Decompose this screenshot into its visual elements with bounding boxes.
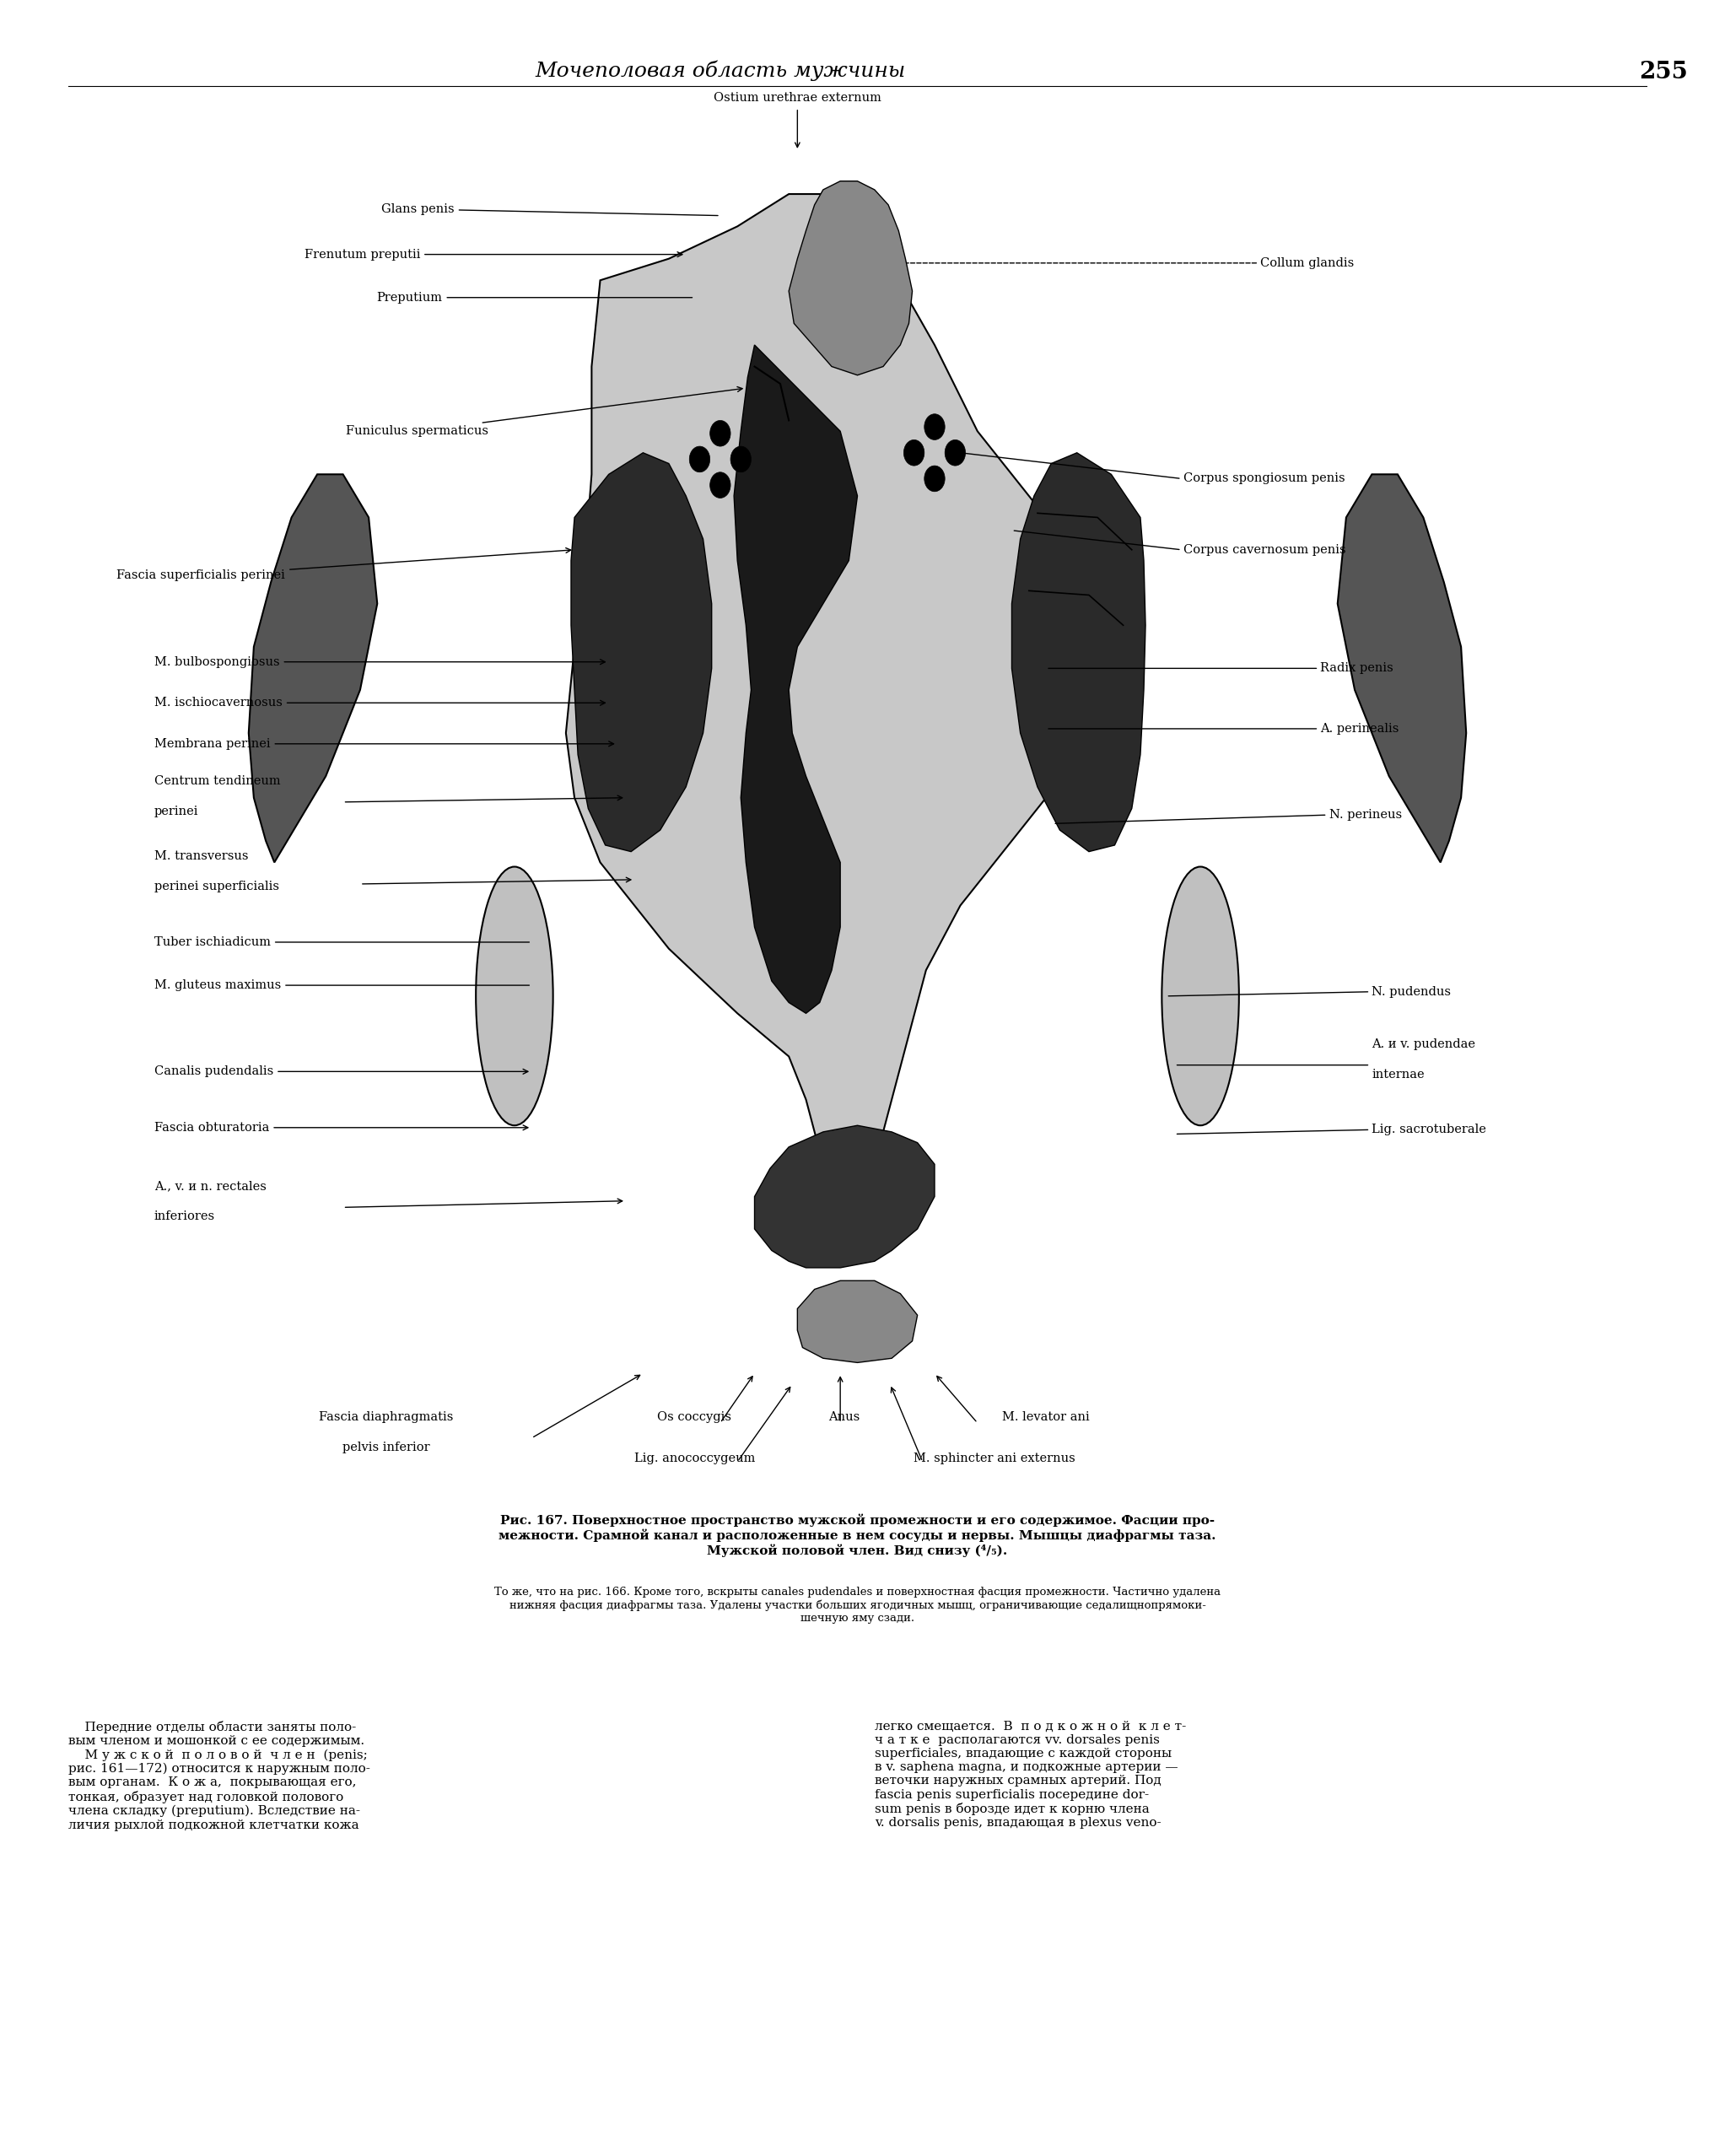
Text: Рис. 167. Поверхностное пространство мужской промежности и его содержимое. Фасци: Рис. 167. Поверхностное пространство муж… bbox=[499, 1514, 1215, 1557]
Text: Radix penis: Radix penis bbox=[1320, 662, 1393, 675]
Text: Centrum tendineum: Centrum tendineum bbox=[154, 776, 281, 787]
Text: Fascia diaphragmatis: Fascia diaphragmatis bbox=[319, 1412, 452, 1423]
Polygon shape bbox=[1337, 474, 1465, 862]
Polygon shape bbox=[249, 474, 377, 862]
Text: Funiculus spermaticus: Funiculus spermaticus bbox=[346, 386, 742, 438]
Text: inferiores: inferiores bbox=[154, 1212, 214, 1222]
Ellipse shape bbox=[944, 440, 965, 466]
Text: Lig. sacrotuberale: Lig. sacrotuberale bbox=[1371, 1123, 1486, 1136]
Text: Anus: Anus bbox=[828, 1412, 859, 1423]
Text: A. и v. pudendae: A. и v. pudendae bbox=[1371, 1039, 1476, 1050]
Ellipse shape bbox=[710, 472, 730, 498]
Ellipse shape bbox=[689, 446, 710, 472]
Ellipse shape bbox=[476, 867, 552, 1125]
Text: Corpus spongiosum penis: Corpus spongiosum penis bbox=[1183, 472, 1344, 485]
Polygon shape bbox=[571, 453, 711, 852]
Text: M. gluteus maximus: M. gluteus maximus bbox=[154, 979, 530, 992]
Text: A. perinealis: A. perinealis bbox=[1320, 722, 1399, 735]
Polygon shape bbox=[734, 345, 857, 1013]
Ellipse shape bbox=[924, 414, 944, 440]
Text: N. perineus: N. perineus bbox=[1328, 808, 1400, 821]
Text: Мочеполовая область мужчины: Мочеполовая область мужчины bbox=[535, 60, 905, 82]
Text: Frenutum preputii: Frenutum preputii bbox=[303, 248, 682, 261]
Polygon shape bbox=[566, 194, 1114, 1207]
Text: Tuber ischiadicum: Tuber ischiadicum bbox=[154, 936, 530, 949]
Text: A., v. и n. rectales: A., v. и n. rectales bbox=[154, 1181, 266, 1192]
Text: Lig. anococcygeum: Lig. anococcygeum bbox=[634, 1453, 754, 1464]
Polygon shape bbox=[788, 181, 912, 375]
Ellipse shape bbox=[924, 466, 944, 492]
Text: Collum glandis: Collum glandis bbox=[1260, 257, 1354, 270]
Text: pelvis inferior: pelvis inferior bbox=[343, 1442, 428, 1453]
Ellipse shape bbox=[730, 446, 751, 472]
Text: perinei: perinei bbox=[154, 806, 199, 817]
Text: M. transversus: M. transversus bbox=[154, 852, 249, 862]
Text: Corpus cavernosum penis: Corpus cavernosum penis bbox=[1183, 543, 1345, 556]
Text: M. ischiocavernosus: M. ischiocavernosus bbox=[154, 696, 605, 709]
Ellipse shape bbox=[710, 420, 730, 446]
Text: M. bulbospongiosus: M. bulbospongiosus bbox=[154, 655, 605, 668]
Text: Os coccygis: Os coccygis bbox=[656, 1412, 732, 1423]
Text: Ostium urethrae externum: Ostium urethrae externum bbox=[713, 93, 881, 103]
Text: internae: internae bbox=[1371, 1069, 1424, 1080]
Ellipse shape bbox=[1160, 867, 1238, 1125]
Text: M. sphincter ani externus: M. sphincter ani externus bbox=[914, 1453, 1075, 1464]
Text: Передние отделы области заняты поло-
вым членом и мошонкой с ее содержимым.
    : Передние отделы области заняты поло- вым… bbox=[69, 1720, 370, 1830]
Text: Fascia obturatoria: Fascia obturatoria bbox=[154, 1121, 528, 1134]
Text: M. levator ani: M. levator ani bbox=[1001, 1412, 1090, 1423]
Text: 255: 255 bbox=[1639, 60, 1687, 84]
Polygon shape bbox=[754, 1125, 934, 1268]
Text: То же, что на рис. 166. Кроме того, вскрыты canales pudendales и поверхностная ф: То же, что на рис. 166. Кроме того, вскр… bbox=[494, 1587, 1220, 1623]
Polygon shape bbox=[1011, 453, 1145, 852]
Text: Preputium: Preputium bbox=[377, 291, 692, 304]
Text: Membrana perinei: Membrana perinei bbox=[154, 737, 614, 750]
Text: Canalis pudendalis: Canalis pudendalis bbox=[154, 1065, 528, 1078]
Text: легко смещается.  В  п о д к о ж н о й  к л е т-
ч а т к е  располагаются vv. do: легко смещается. В п о д к о ж н о й к л… bbox=[874, 1720, 1186, 1828]
Polygon shape bbox=[797, 1281, 917, 1363]
Ellipse shape bbox=[903, 440, 924, 466]
Text: perinei superficialis: perinei superficialis bbox=[154, 882, 279, 893]
Text: N. pudendus: N. pudendus bbox=[1371, 985, 1450, 998]
Text: Glans penis: Glans penis bbox=[381, 203, 718, 216]
Text: Fascia superficialis perinei: Fascia superficialis perinei bbox=[117, 548, 571, 582]
